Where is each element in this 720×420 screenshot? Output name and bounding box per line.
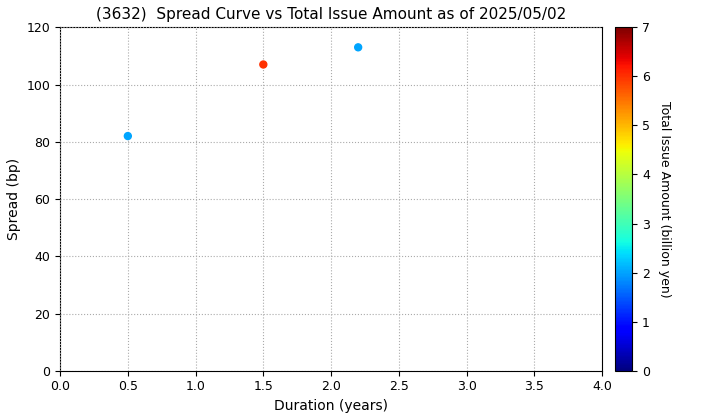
Point [122, 133, 134, 139]
Title: (3632)  Spread Curve vs Total Issue Amount as of 2025/05/02: (3632) Spread Curve vs Total Issue Amoun… [96, 7, 566, 22]
Y-axis label: Spread (bp): Spread (bp) [7, 158, 21, 240]
Point [258, 61, 269, 68]
Point [352, 44, 364, 51]
Y-axis label: Total Issue Amount (billion yen): Total Issue Amount (billion yen) [658, 101, 671, 297]
X-axis label: Duration (years): Duration (years) [274, 399, 388, 413]
